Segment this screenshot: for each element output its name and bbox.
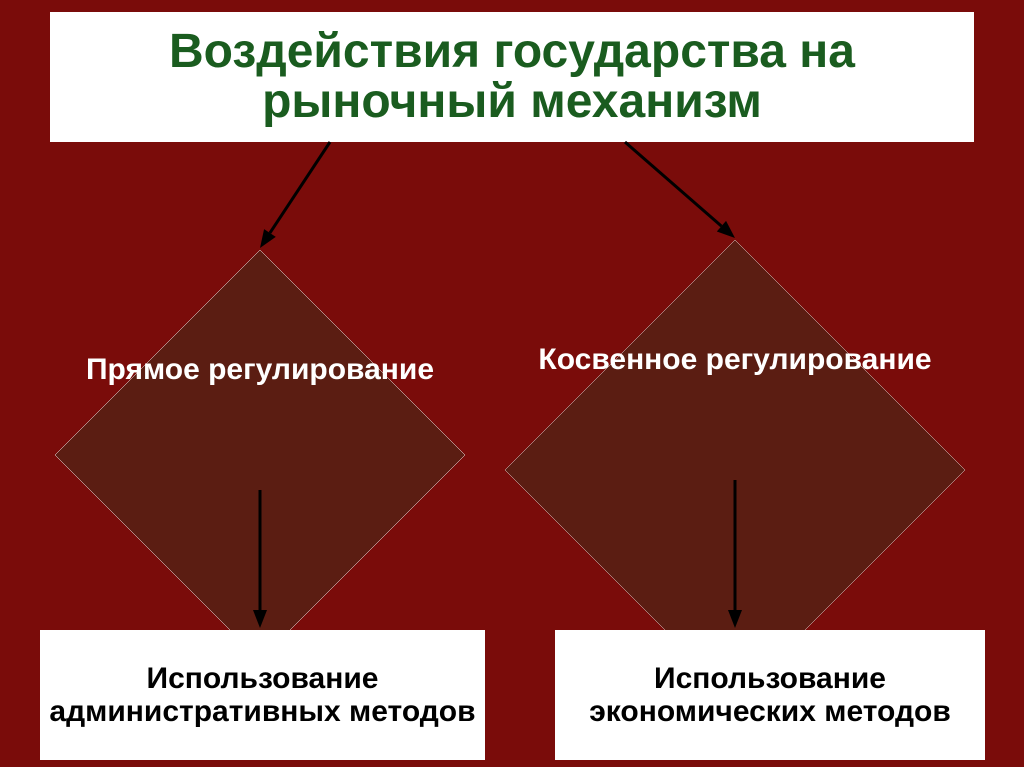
arrow-head-2 <box>253 610 267 628</box>
bottom-left-box: Использование административных методов <box>40 630 485 760</box>
diagram-title-text: Воздействия государства на рыночный меха… <box>50 27 974 128</box>
diamond-left-label: Прямое регулирование <box>55 250 465 490</box>
diamond-right-label-text: Косвенное регулирование <box>538 343 931 378</box>
arrow-head-3 <box>728 610 742 628</box>
bottom-right-box: Использование экономических методов <box>555 630 985 760</box>
arrow-head-0 <box>260 229 276 248</box>
arrow-head-1 <box>717 221 735 238</box>
diamond-right: Косвенное регулирование <box>505 240 965 480</box>
diamond-right-label: Косвенное регулирование <box>505 240 965 480</box>
bottom-left-text: Использование административных методов <box>40 662 485 728</box>
bottom-right-text: Использование экономических методов <box>555 662 985 728</box>
diamond-left-label-text: Прямое регулирование <box>86 353 434 388</box>
arrow-line-0 <box>270 142 330 233</box>
diagram-title: Воздействия государства на рыночный меха… <box>50 12 974 142</box>
slide: Воздействия государства на рыночный меха… <box>0 0 1024 767</box>
arrow-line-1 <box>625 142 721 226</box>
diamond-left: Прямое регулирование <box>55 250 465 490</box>
